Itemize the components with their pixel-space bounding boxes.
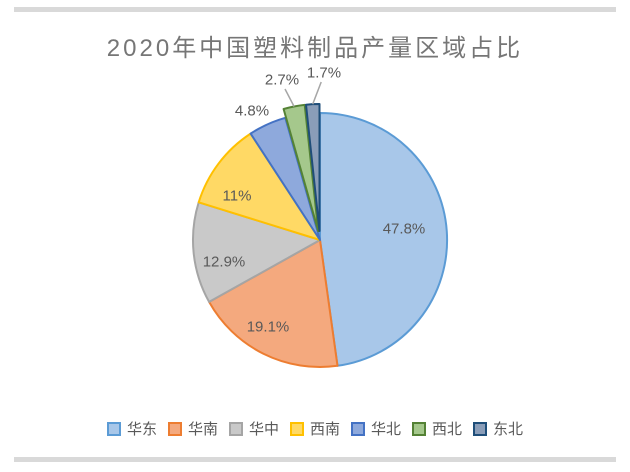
legend-swatch-dongbei [473, 421, 488, 436]
data-label-huadong: 47.8% [383, 221, 426, 238]
legend-item-huabei: 华北 [351, 418, 401, 439]
legend-item-xibei: 西北 [412, 418, 462, 439]
chart-legend: 华东 华南 华中 西南 华北 西北 东北 [0, 418, 630, 439]
chart-title: 2020年中国塑料制品产量区域占比 [106, 35, 524, 62]
legend-label-huabei: 华北 [371, 421, 402, 438]
legend-label-dongbei: 东北 [493, 421, 524, 438]
legend-item-huazhong: 华中 [228, 418, 279, 439]
legend-label-xinan: 西南 [309, 421, 340, 438]
pie-slice-xinan [197, 132, 321, 241]
pie-slice-huanan [208, 239, 339, 369]
pie-slice-huazhong [191, 201, 321, 303]
legend-label-xibei: 西北 [432, 421, 463, 438]
bottom-rule-bar [14, 457, 616, 462]
leader-line-dongbei [311, 81, 322, 105]
legend-label-huanan: 华南 [187, 421, 218, 438]
data-label-xinan: 11% [223, 188, 252, 205]
pie-slice-huadong [319, 112, 449, 367]
data-label-huazhong: 12.9% [203, 254, 246, 271]
legend-item-huadong: 华东 [106, 418, 157, 439]
legend-swatch-xibei [412, 421, 427, 436]
legend-swatch-huabei [351, 421, 365, 436]
data-label-huanan: 19.1% [247, 319, 290, 336]
leader-line-xibei [284, 88, 295, 107]
legend-item-dongbei: 东北 [473, 418, 523, 439]
legend-swatch-huanan [167, 421, 182, 436]
legend-swatch-huadong [106, 421, 121, 436]
data-label-huabei: 4.8% [235, 103, 269, 120]
legend-swatch-huazhong [228, 421, 243, 436]
top-rule-bar [14, 7, 616, 12]
legend-swatch-xinan [289, 421, 304, 436]
data-label-dongbei: 1.7% [307, 65, 341, 82]
data-label-xibei: 2.7% [265, 72, 299, 89]
legend-label-huadong: 华东 [126, 421, 157, 438]
legend-item-huanan: 华南 [167, 418, 218, 439]
legend-item-xinan: 西南 [289, 418, 340, 439]
legend-label-huazhong: 华中 [248, 421, 279, 438]
